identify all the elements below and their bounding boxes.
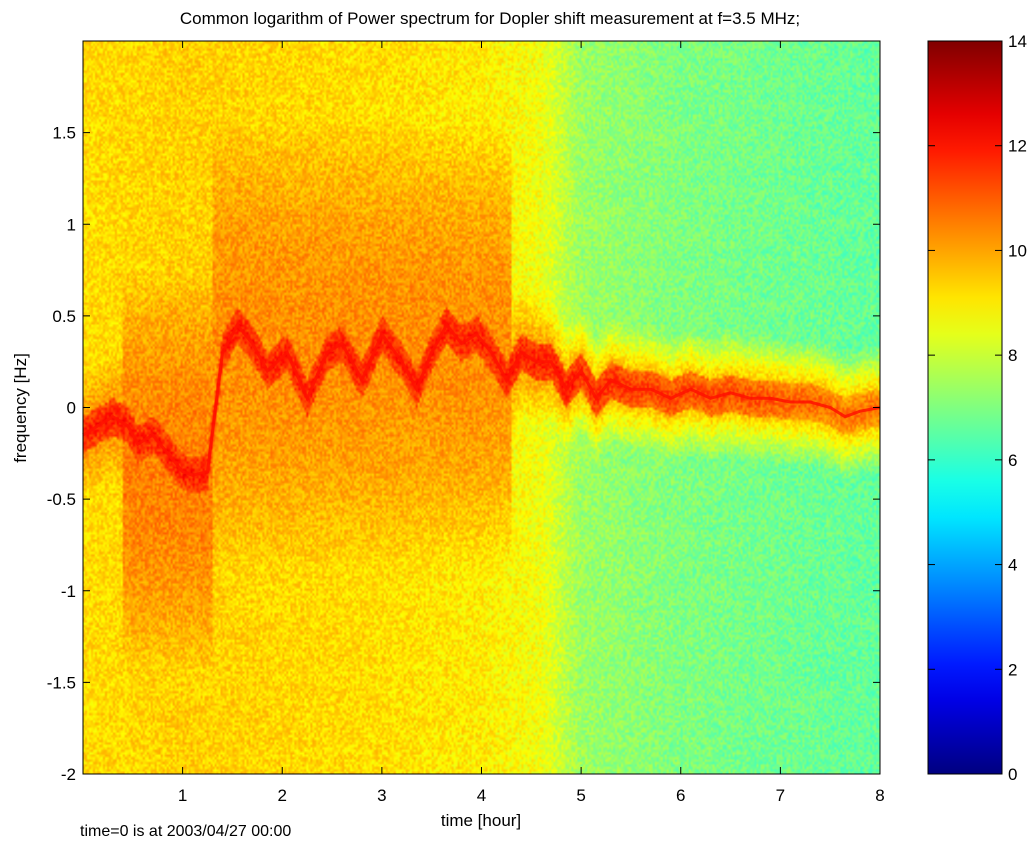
- colorbar-tick-label: 14: [1008, 32, 1027, 51]
- x-tick-label: 4: [477, 786, 486, 805]
- x-tick-label: 6: [676, 786, 685, 805]
- colorbar-tick-label: 0: [1008, 765, 1017, 784]
- x-axis-label: time [hour]: [441, 811, 521, 830]
- y-tick-label: 0.5: [52, 307, 76, 326]
- x-tick-label: 7: [776, 786, 785, 805]
- y-tick-label: 0: [67, 399, 76, 418]
- y-tick-label: 1.5: [52, 124, 76, 143]
- y-tick-label: -0.5: [47, 490, 76, 509]
- footnote-text: time=0 is at 2003/04/27 00:00: [80, 823, 291, 840]
- colorbar-tick-label: 12: [1008, 137, 1027, 156]
- x-axis: 1 2 3 4 5 6 7 8: [178, 41, 885, 805]
- colorbar-tick-label: 2: [1008, 660, 1017, 679]
- y-tick-label: 1: [67, 215, 76, 234]
- x-tick-label: 2: [278, 786, 287, 805]
- doppler-trace-line: [82, 322, 881, 477]
- y-tick-label: -2: [61, 765, 76, 784]
- colorbar-axis: 0 2 4 6 8 10 12 14: [928, 32, 1027, 784]
- y-axis-label: frequency [Hz]: [11, 353, 30, 463]
- colorbar-tick-label: 10: [1008, 241, 1027, 260]
- x-tick-label: 5: [576, 786, 585, 805]
- x-tick-label: 3: [377, 786, 386, 805]
- y-axis: -2 -1.5 -1 -0.5 0 0.5 1 1.5: [47, 124, 880, 784]
- chart-title: Common logarithm of Power spectrum for D…: [180, 9, 800, 28]
- heatmap: [83, 41, 880, 774]
- colorbar-tick-label: 6: [1008, 451, 1017, 470]
- colorbar: [927, 40, 1003, 775]
- y-tick-label: -1.5: [47, 673, 76, 692]
- y-tick-label: -1: [61, 582, 76, 601]
- heatmap-raster: [83, 41, 880, 774]
- colorbar-tick-label: 8: [1008, 346, 1017, 365]
- doppler-trace: [82, 322, 881, 477]
- x-tick-label: 1: [178, 786, 187, 805]
- colorbar-tick-label: 4: [1008, 556, 1017, 575]
- x-tick-label: 8: [875, 786, 884, 805]
